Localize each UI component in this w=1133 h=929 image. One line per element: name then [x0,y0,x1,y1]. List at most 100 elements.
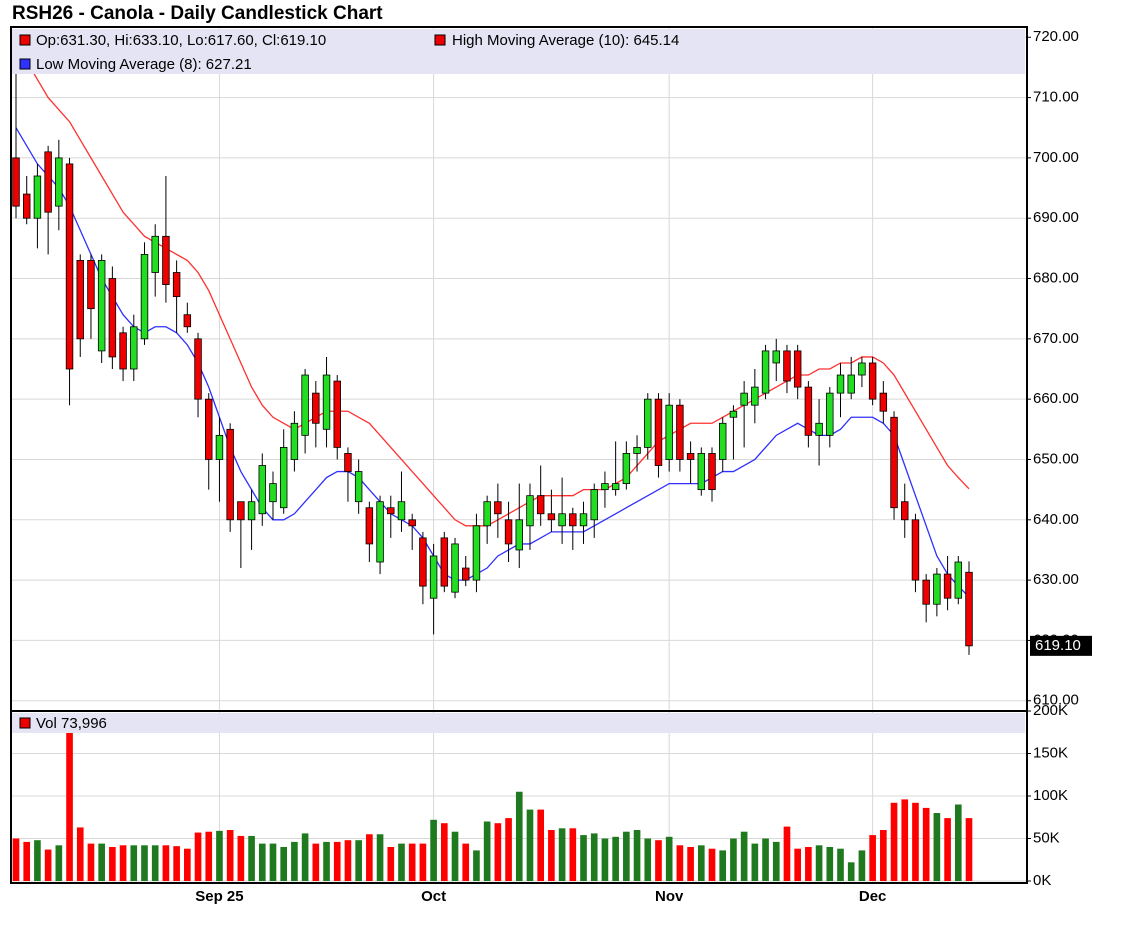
volume-bar [644,838,652,881]
last-price-label: 619.10 [1035,637,1081,654]
candle-body [226,428,234,521]
volume-bar [312,843,320,881]
volume-bar [912,802,919,881]
candle-body [665,404,673,460]
candle-body [590,489,598,521]
candle-body [965,571,973,647]
candle-body [312,392,320,424]
volume-bar [944,818,951,881]
candle-body [601,483,609,491]
candle-body [76,260,84,340]
candle-body [279,447,288,509]
candle-body [697,453,706,491]
candle-body [515,519,523,551]
candle-body [87,260,95,310]
y-tick-label: 610.00 [1033,692,1079,709]
volume-bar [430,819,437,881]
candle-body [33,175,42,219]
volume-bar [569,828,577,881]
candle-body [55,157,63,207]
candle-body [579,513,588,527]
volume-tick-label: 150K [1033,744,1068,761]
candle-body [783,350,791,382]
volume-bar [933,813,941,881]
volume-bar [130,845,138,881]
candle-body [258,465,267,515]
volume-bar [826,847,834,881]
volume-bar [248,835,255,881]
y-tick-label: 680.00 [1033,269,1079,286]
candle-body [569,513,577,527]
volume-bar [151,845,159,881]
volume-bar [23,841,31,881]
volume-bar [505,818,512,881]
candle-body [922,579,930,605]
candle-body [429,555,438,599]
last-price-box [1030,635,1092,656]
candle-body [879,392,888,412]
volume-bar [280,847,288,881]
volume-bar [109,847,116,881]
moving-average-line [15,48,970,527]
candle-body [547,513,556,521]
candle-body [826,392,834,436]
candle-body [633,447,641,454]
candle-body [397,501,406,521]
volume-bar [344,840,352,881]
y-tick-label: 650.00 [1033,450,1079,467]
volume-bar [301,833,309,881]
candle-body [622,453,631,485]
candle-body [44,151,52,213]
legend-marker [19,717,31,729]
candle-body [868,362,877,400]
candle-body [729,410,738,418]
volume-bar [141,845,148,881]
candle-body [65,163,74,370]
candle-body [237,501,245,521]
volume-bar [483,821,491,881]
candle-body [836,374,845,394]
volume-bar [708,848,716,881]
volume-bar [87,843,95,881]
candle-body [333,380,341,448]
volume-bar [901,799,909,881]
chart-title: RSH26 - Canola - Daily Candlestick Chart [12,3,383,24]
volume-bar [687,847,694,881]
volume-bar [719,850,727,881]
candle-body [558,513,566,527]
volume-bar [858,850,866,881]
volume-bar [162,845,170,881]
volume-bar [665,836,673,881]
volume-bar [269,843,277,881]
volume-bar [772,841,780,881]
volume-bar [291,841,298,881]
candle-body [387,507,395,515]
candle-body [718,422,727,460]
volume-bar [655,840,662,881]
volume-bar [216,830,223,881]
volume-bar [794,848,801,881]
y-tick-label: 720.00 [1033,28,1079,45]
legend-marker [19,58,31,70]
candle-body [344,453,352,472]
candle-body [130,326,138,370]
volume-bar [697,845,705,881]
plot-area [12,28,1026,882]
volume-bar [98,843,105,881]
volume-bar [473,850,480,881]
volume-bar [815,845,823,881]
candle-body [472,525,481,581]
candle-body [119,332,127,370]
volume-bar [783,826,791,881]
volume-bar [580,835,587,881]
candle-body [815,422,823,436]
candle-body [483,501,491,527]
candle-body [172,272,181,298]
volume-bar [398,843,405,881]
volume-bar [333,841,341,881]
volume-bar [55,845,63,881]
candle-body [504,519,513,545]
volume-bar [922,807,930,881]
volume-bar [965,818,973,881]
